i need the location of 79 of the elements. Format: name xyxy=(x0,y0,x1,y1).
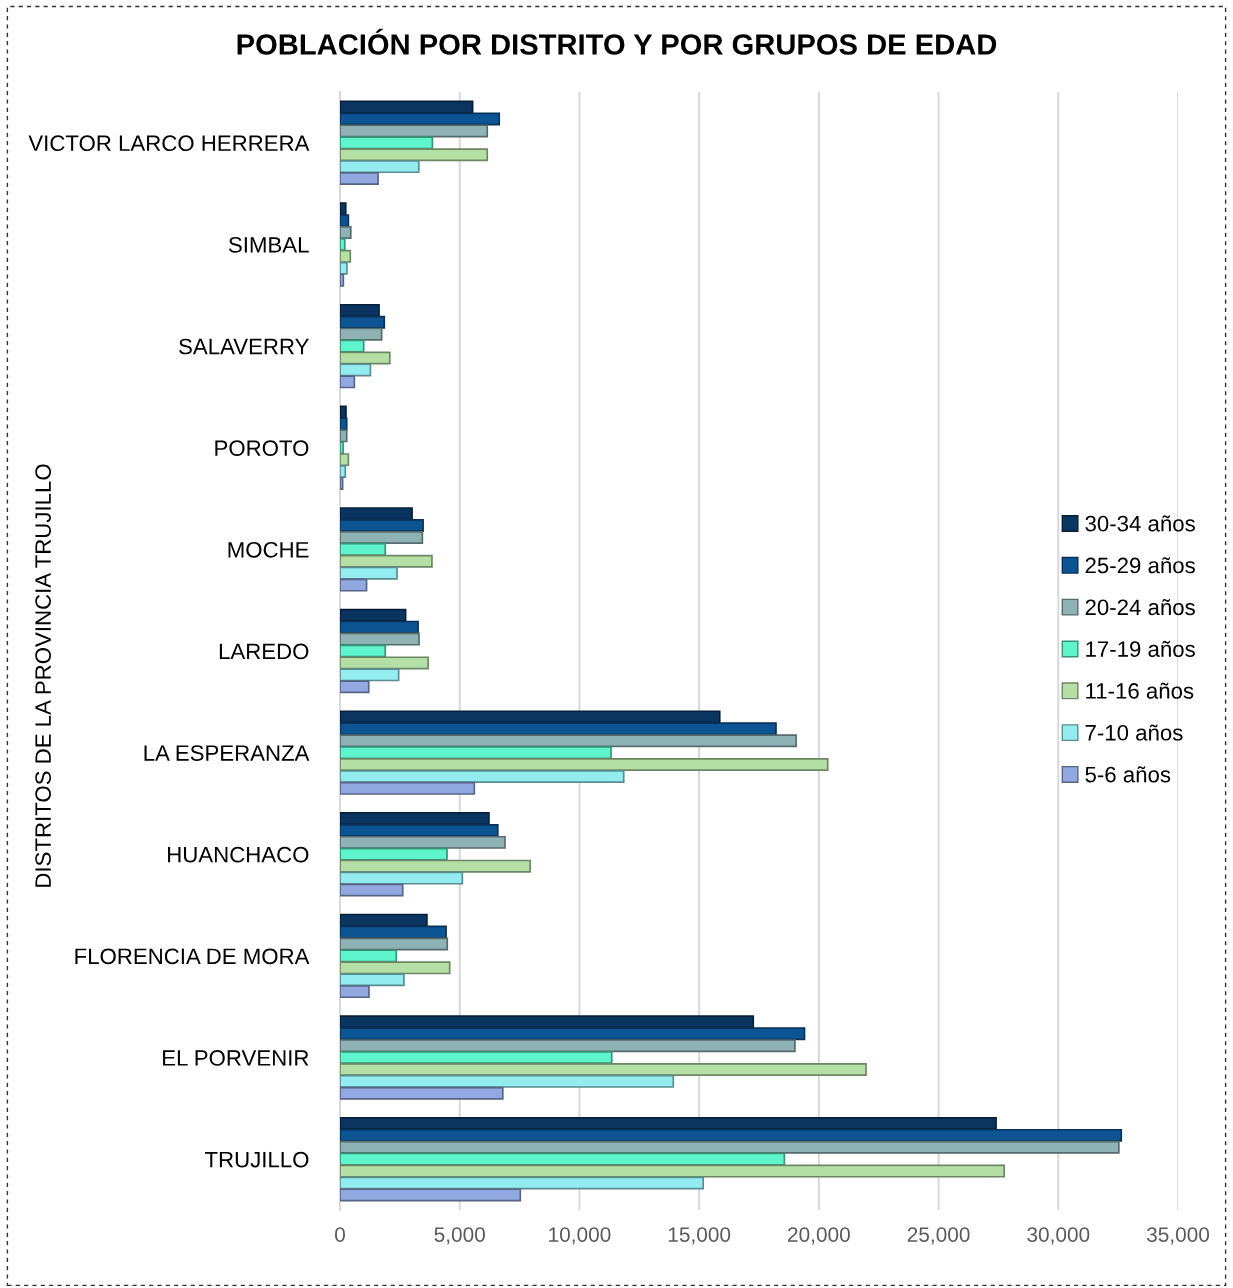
bar xyxy=(340,680,370,694)
y-tick-label: EL PORVENIR xyxy=(163,1050,309,1066)
x-tick-label: 15,000 xyxy=(668,1227,731,1245)
bar xyxy=(340,261,348,275)
bar xyxy=(340,566,398,580)
bar xyxy=(340,847,448,861)
bar xyxy=(340,554,433,568)
y-tick-label: SIMBAL xyxy=(228,236,309,253)
x-tick-label: 10,000 xyxy=(549,1227,611,1245)
bar xyxy=(340,465,347,479)
legend-label: 20-24 años xyxy=(1085,598,1195,616)
bar xyxy=(340,668,400,682)
bar xyxy=(340,363,372,377)
bar xyxy=(340,871,464,885)
y-tick-label: FLORENCIA DE MORA xyxy=(75,948,310,965)
bar xyxy=(340,226,352,240)
bar xyxy=(340,237,346,251)
y-tick-label: MOCHE xyxy=(228,541,309,558)
bar xyxy=(340,1188,522,1202)
x-tick-label: 35,000 xyxy=(1146,1227,1210,1245)
bar xyxy=(340,476,344,490)
bar xyxy=(340,883,404,897)
y-tick-label: LAREDO xyxy=(219,643,309,660)
y-tick-label: POROTO xyxy=(215,440,309,456)
y-axis-title: DISTRITOS DE LA PROVINCIA TRUJILLO xyxy=(35,464,51,887)
bar xyxy=(340,632,420,646)
legend-label: 25-29 años xyxy=(1085,557,1195,574)
bar xyxy=(340,530,424,544)
y-tick-label: LA ESPERANZA xyxy=(144,745,310,761)
bar xyxy=(340,148,489,162)
bar xyxy=(340,375,356,389)
bar xyxy=(340,835,506,849)
bar xyxy=(340,542,387,556)
bar xyxy=(340,781,476,795)
bar xyxy=(340,859,531,873)
y-tick-label: SALAVERRY xyxy=(179,338,309,355)
bar xyxy=(340,160,420,174)
bar xyxy=(340,1074,675,1088)
bar xyxy=(340,985,370,999)
legend-label: 7-10 años xyxy=(1085,724,1183,741)
bar xyxy=(340,758,829,772)
bar xyxy=(340,746,612,760)
bar xyxy=(340,734,797,748)
legend-label: 5-6 años xyxy=(1085,766,1171,783)
bar xyxy=(340,136,434,150)
legend-label: 11-16 años xyxy=(1086,682,1194,699)
x-tick-label: 5,000 xyxy=(434,1227,485,1245)
y-tick-label: HUANCHACO xyxy=(168,846,309,863)
bar xyxy=(340,961,451,975)
bar xyxy=(340,273,345,287)
bar xyxy=(340,1039,796,1053)
x-tick-label: 0 xyxy=(335,1227,345,1242)
legend-label: 30-34 años xyxy=(1085,515,1195,532)
bar xyxy=(340,1051,613,1065)
x-tick-label: 30,000 xyxy=(1027,1227,1090,1245)
bar xyxy=(340,441,344,455)
bar xyxy=(340,453,350,467)
bar xyxy=(340,769,625,783)
x-tick-label: 20,000 xyxy=(788,1227,850,1245)
bar xyxy=(340,339,365,353)
legend-label: 17-19 años xyxy=(1086,640,1195,657)
bar xyxy=(340,1062,867,1076)
bar xyxy=(340,1164,1006,1178)
bar xyxy=(340,949,398,963)
bar xyxy=(340,578,368,592)
x-tick-label: 25,000 xyxy=(907,1227,970,1245)
chart-title: POBLACIÓN POR DISTRITO Y POR GRUPOS DE EDAD xyxy=(237,28,997,55)
bar xyxy=(340,429,348,443)
y-tick-label: VICTOR LARCO HERRERA xyxy=(28,135,310,152)
bar xyxy=(340,327,383,341)
bar xyxy=(340,973,405,987)
bar xyxy=(340,172,379,186)
bar xyxy=(340,249,352,263)
bar xyxy=(340,124,489,138)
bar xyxy=(340,1152,786,1166)
bar xyxy=(340,656,429,670)
bar xyxy=(340,1086,504,1100)
y-tick-label: TRUJILLO xyxy=(204,1151,309,1168)
bar xyxy=(340,1140,1120,1154)
